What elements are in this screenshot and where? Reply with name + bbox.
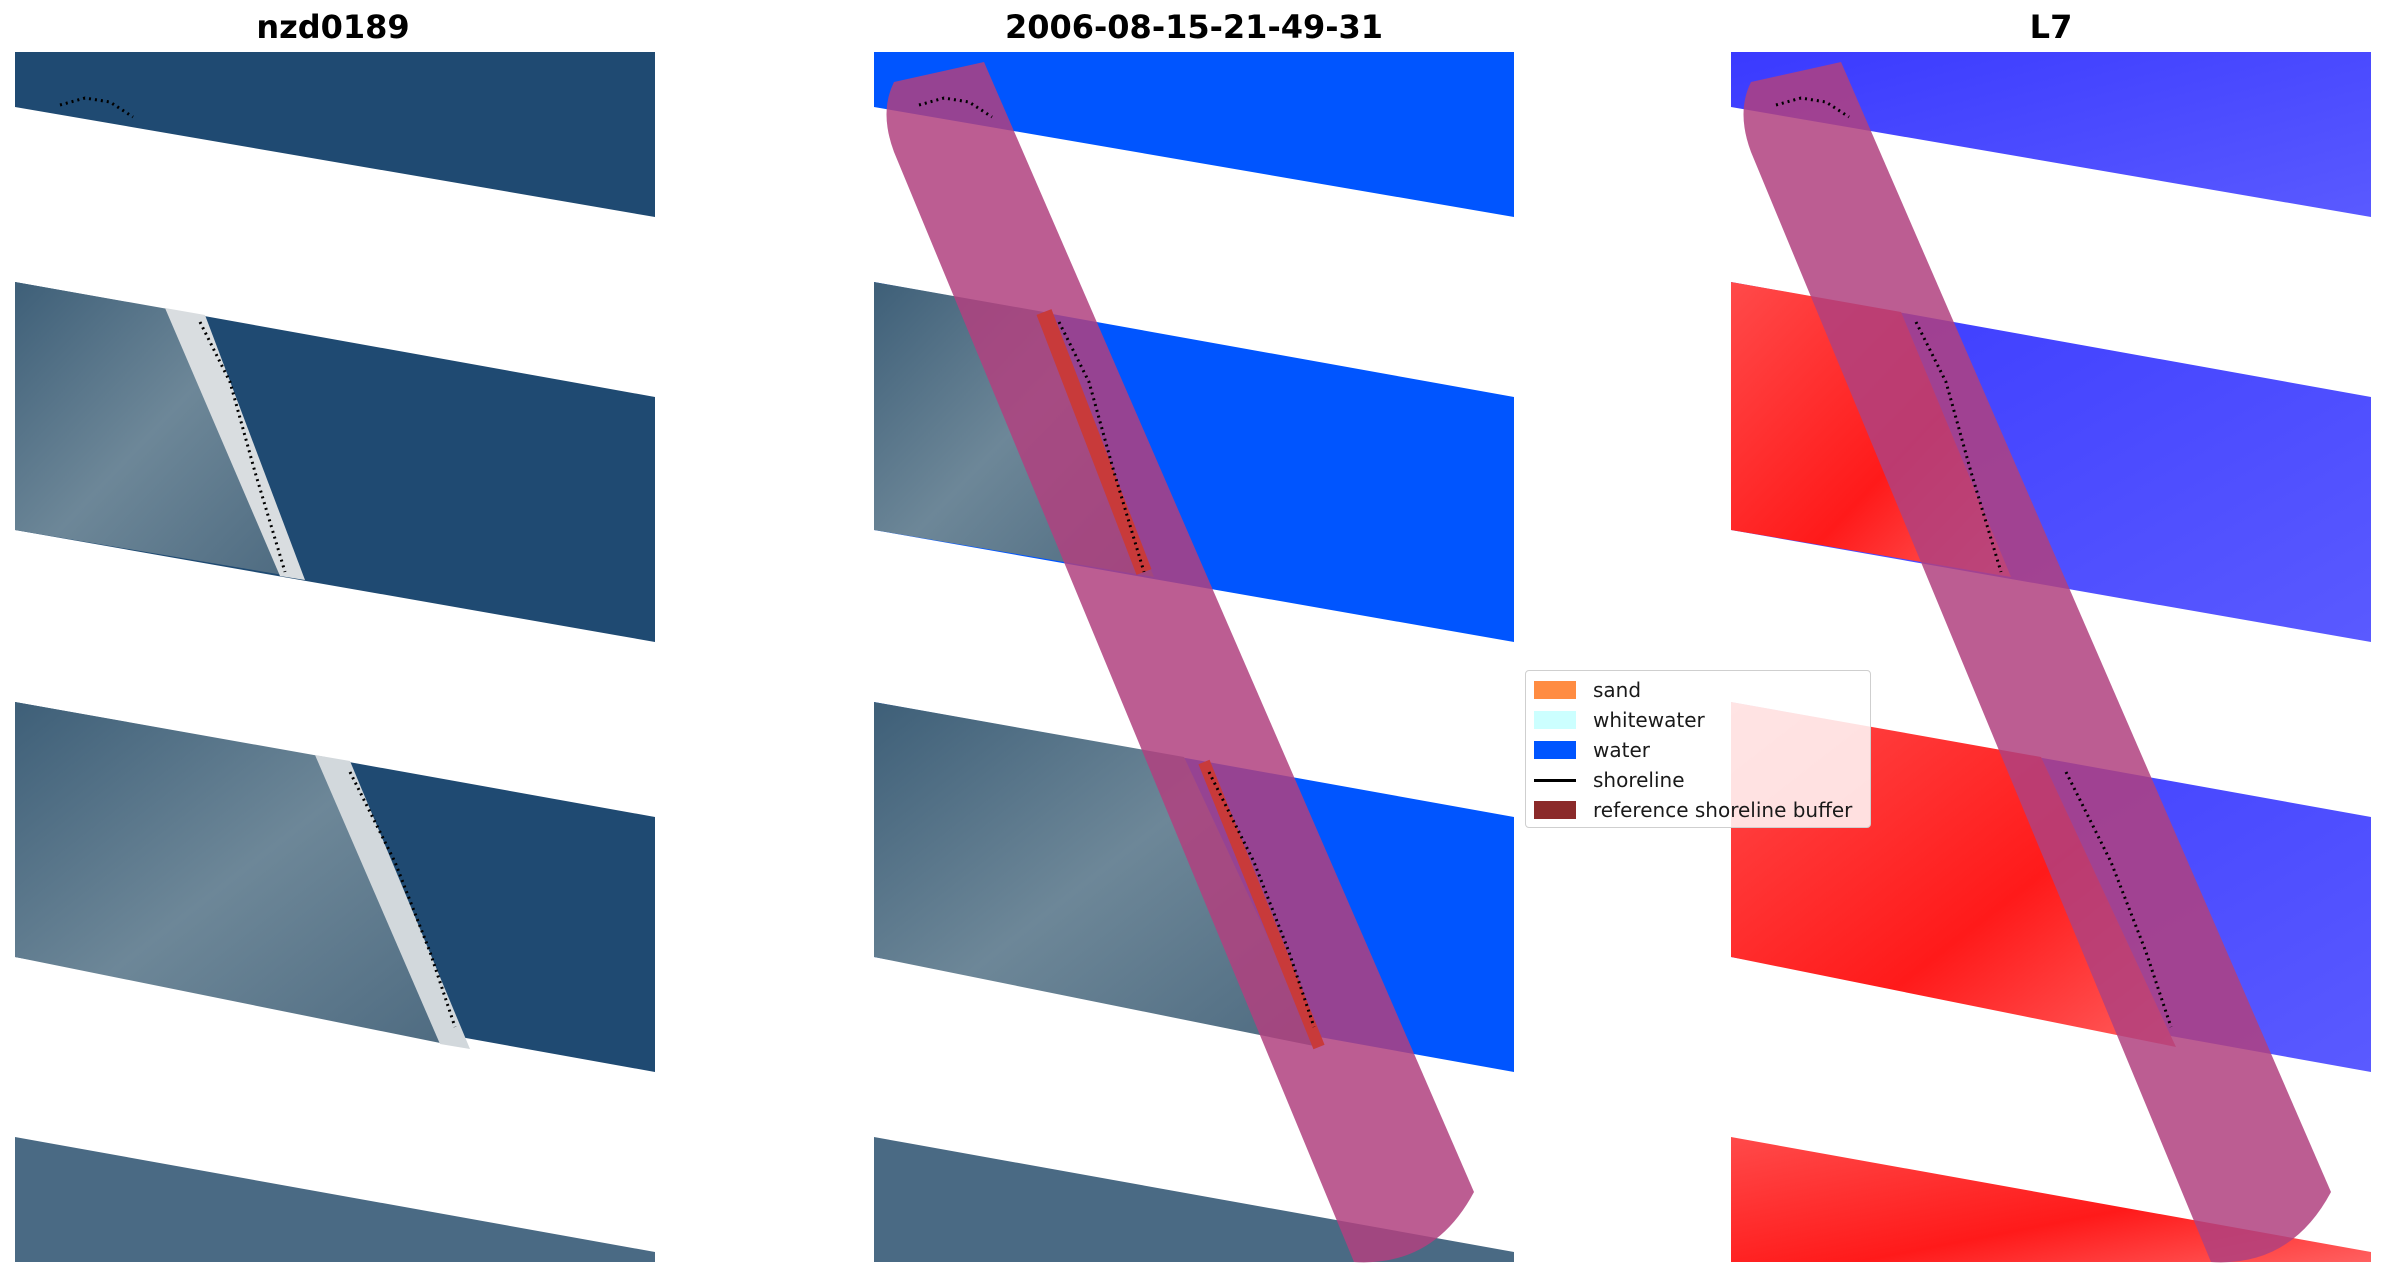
legend-label: shoreline	[1593, 768, 1685, 792]
index-image-panel	[1731, 52, 2371, 1263]
rgb-image-panel	[15, 52, 655, 1262]
legend-item-sand: sand	[1534, 675, 1641, 705]
reference-shoreline-swatch	[1534, 801, 1576, 819]
reference-shoreline-buffer	[886, 62, 1474, 1263]
reference-shoreline-buffer	[1743, 62, 2331, 1263]
image-strip	[15, 702, 655, 1072]
water-swatch	[1534, 741, 1576, 759]
panel-title-rgb: nzd0189	[256, 8, 410, 46]
image-strip	[874, 52, 1514, 217]
whitewater-swatch	[1534, 711, 1576, 729]
shoreline-line	[59, 96, 134, 119]
sand-class	[1036, 309, 1152, 575]
image-strip	[15, 282, 655, 642]
shoreline-swatch	[1534, 778, 1576, 782]
legend-label: whitewater	[1593, 708, 1705, 732]
image-strip	[15, 1137, 655, 1262]
image-strip	[15, 52, 655, 217]
legend-label: reference shoreline buffer	[1593, 798, 1853, 822]
sand-swatch	[1534, 681, 1576, 699]
legend-label: water	[1593, 738, 1650, 762]
panel-title-index: L7	[2029, 8, 2073, 46]
sand-class	[1198, 759, 1325, 1050]
legend-item-reference-shoreline: reference shoreline buffer	[1534, 795, 1852, 825]
shoreline-line	[1775, 96, 1850, 119]
legend-item-shoreline: shoreline	[1534, 765, 1685, 795]
legend-item-whitewater: whitewater	[1534, 705, 1705, 735]
legend-label: sand	[1593, 678, 1642, 702]
legend-item-water: water	[1534, 735, 1650, 765]
shoreline-line	[918, 96, 993, 119]
classified-image-panel	[874, 52, 1514, 1263]
image-strip	[1731, 52, 2371, 217]
legend: sand whitewater water shoreline referenc…	[1525, 670, 1871, 828]
panel-title-classified: 2006-08-15-21-49-31	[1004, 8, 1384, 46]
